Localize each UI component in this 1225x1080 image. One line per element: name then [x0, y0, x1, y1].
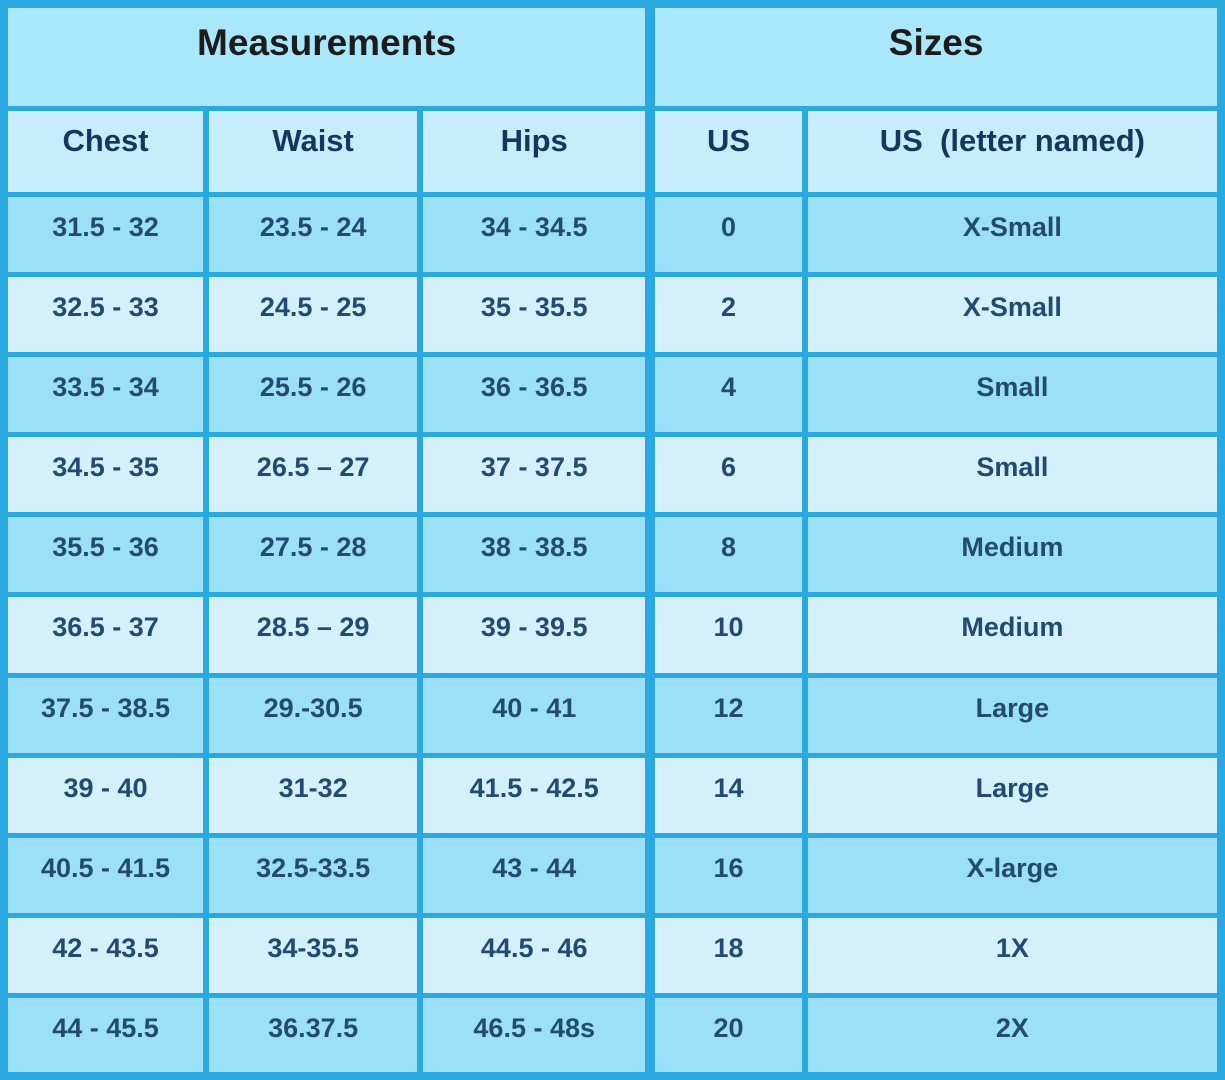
cell-letter-size: X-Small — [801, 271, 1225, 357]
cell-chest: 33.5 - 34 — [0, 351, 210, 438]
sizes-group-header: Sizes — [645, 1, 1224, 111]
cell-us-size: 14 — [645, 752, 808, 838]
cell-hips: 38 - 38.5 — [417, 512, 654, 598]
cell-hips: 39 - 39.5 — [417, 592, 654, 678]
cell-chest: 31.5 - 32 — [0, 191, 210, 277]
cell-waist: 29.-30.5 — [203, 672, 424, 758]
cell-chest: 32.5 - 33 — [0, 271, 210, 357]
waist-column-header: Waist — [203, 105, 424, 197]
cell-hips: 35 - 35.5 — [417, 271, 654, 357]
cell-waist: 34-35.5 — [203, 913, 424, 999]
cell-us-size: 10 — [645, 592, 808, 678]
cell-hips: 41.5 - 42.5 — [417, 752, 654, 838]
cell-chest: 37.5 - 38.5 — [0, 672, 210, 758]
cell-us-size: 4 — [645, 351, 808, 438]
table-row: 44 - 45.5 36.37.5 46.5 - 48s 20 2X — [0, 993, 1225, 1079]
cell-hips: 46.5 - 48s — [417, 993, 654, 1079]
cell-waist: 31-32 — [203, 752, 424, 838]
cell-chest: 36.5 - 37 — [0, 592, 210, 678]
cell-us-size: 8 — [645, 512, 808, 598]
cell-us-size: 6 — [645, 432, 808, 518]
cell-letter-size: Large — [801, 752, 1225, 838]
measurements-group-header: Measurements — [0, 1, 654, 111]
cell-waist: 24.5 - 25 — [203, 271, 424, 357]
table-row: 40.5 - 41.5 32.5-33.5 43 - 44 16 X-large — [0, 832, 1225, 919]
cell-us-size: 0 — [645, 191, 808, 277]
cell-chest: 42 - 43.5 — [0, 913, 210, 999]
cell-waist: 25.5 - 26 — [203, 351, 424, 438]
cell-letter-size: X-Small — [801, 191, 1225, 277]
cell-chest: 39 - 40 — [0, 752, 210, 838]
column-header-row: Chest Waist Hips US US (letter named) — [0, 105, 1225, 197]
cell-hips: 40 - 41 — [417, 672, 654, 758]
cell-hips: 34 - 34.5 — [417, 191, 654, 277]
cell-hips: 36 - 36.5 — [417, 351, 654, 438]
table-row: 35.5 - 36 27.5 - 28 38 - 38.5 8 Medium — [0, 512, 1225, 598]
cell-waist: 23.5 - 24 — [203, 191, 424, 277]
table-row: 39 - 40 31-32 41.5 - 42.5 14 Large — [0, 752, 1225, 838]
cell-chest: 34.5 - 35 — [0, 432, 210, 518]
cell-letter-size: Medium — [801, 592, 1225, 678]
table-row: 33.5 - 34 25.5 - 26 36 - 36.5 4 Small — [0, 351, 1225, 438]
us-letter-column-header: US (letter named) — [801, 105, 1225, 197]
group-header-row: Measurements Sizes — [0, 1, 1224, 111]
cell-us-size: 2 — [645, 271, 808, 357]
cell-letter-size: Medium — [801, 512, 1225, 598]
cell-letter-size: Large — [801, 672, 1225, 758]
cell-chest: 40.5 - 41.5 — [0, 832, 210, 919]
cell-hips: 43 - 44 — [417, 832, 654, 919]
cell-letter-size: X-large — [801, 832, 1225, 919]
cell-waist: 26.5 – 27 — [203, 432, 424, 518]
table-row: 37.5 - 38.5 29.-30.5 40 - 41 12 Large — [0, 672, 1225, 758]
cell-us-size: 16 — [645, 832, 808, 919]
table-row: 31.5 - 32 23.5 - 24 34 - 34.5 0 X-Small — [0, 191, 1225, 277]
cell-hips: 44.5 - 46 — [417, 913, 654, 999]
cell-letter-size: 2X — [801, 993, 1225, 1079]
cell-chest: 35.5 - 36 — [0, 512, 210, 598]
table-row: 42 - 43.5 34-35.5 44.5 - 46 18 1X — [0, 913, 1225, 999]
cell-us-size: 18 — [645, 913, 808, 999]
hips-column-header: Hips — [417, 105, 654, 197]
cell-waist: 27.5 - 28 — [203, 512, 424, 598]
cell-us-size: 20 — [645, 993, 808, 1079]
cell-chest: 44 - 45.5 — [0, 993, 210, 1079]
table-row: 32.5 - 33 24.5 - 25 35 - 35.5 2 X-Small — [0, 271, 1225, 357]
cell-letter-size: 1X — [801, 913, 1225, 999]
table-row: 34.5 - 35 26.5 – 27 37 - 37.5 6 Small — [0, 432, 1225, 518]
cell-letter-size: Small — [801, 351, 1225, 438]
us-column-header: US — [645, 105, 808, 197]
cell-waist: 32.5-33.5 — [203, 832, 424, 919]
cell-letter-size: Small — [801, 432, 1225, 518]
chest-column-header: Chest — [0, 105, 210, 197]
cell-waist: 28.5 – 29 — [203, 592, 424, 678]
table-row: 36.5 - 37 28.5 – 29 39 - 39.5 10 Medium — [0, 592, 1225, 678]
cell-waist: 36.37.5 — [203, 993, 424, 1079]
cell-hips: 37 - 37.5 — [417, 432, 654, 518]
cell-us-size: 12 — [645, 672, 808, 758]
